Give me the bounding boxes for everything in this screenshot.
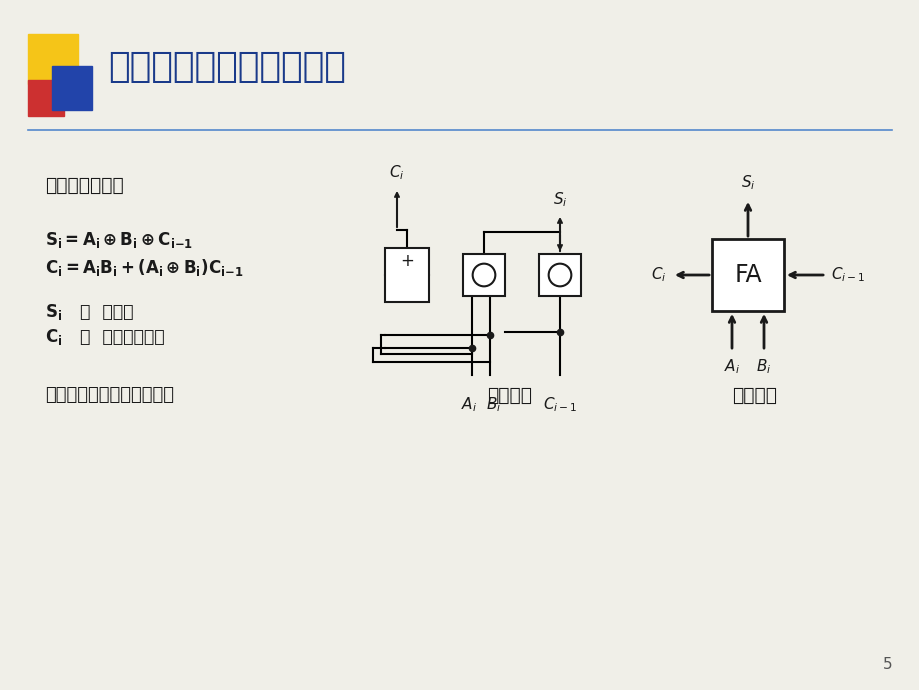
Bar <box>711 239 783 311</box>
Text: $C_{i-1}$: $C_{i-1}$ <box>542 395 576 414</box>
Bar <box>384 248 428 302</box>
Text: $C_i$: $C_i$ <box>651 266 666 284</box>
Text: $\mathbf{S_i=A_i\oplus B_i\oplus C_{i\mathbf{-1}}}$: $\mathbf{S_i=A_i\oplus B_i\oplus C_{i\ma… <box>45 230 193 250</box>
Text: $C_i$: $C_i$ <box>389 164 404 182</box>
Bar <box>28 80 64 116</box>
Bar <box>539 254 581 296</box>
Text: $A_i$: $A_i$ <box>460 395 477 414</box>
Text: 逻辑框图: 逻辑框图 <box>732 386 777 404</box>
Text: ：  本位和: ： 本位和 <box>80 303 133 321</box>
Text: 5: 5 <box>882 657 892 672</box>
Text: FA: FA <box>733 263 761 287</box>
Text: $\mathbf{C_i}$: $\mathbf{C_i}$ <box>45 327 62 347</box>
Text: $S_i$: $S_i$ <box>740 173 754 192</box>
Text: 全加器的逻辑方程和电路: 全加器的逻辑方程和电路 <box>108 50 346 84</box>
Text: 根据真値表得：: 根据真値表得： <box>45 175 124 195</box>
Text: 实现电路: 实现电路 <box>487 386 532 404</box>
Bar <box>52 66 92 110</box>
Text: $B_i$: $B_i$ <box>755 357 771 375</box>
Text: $S_i$: $S_i$ <box>552 190 567 209</box>
Text: ：  向高位的进位: ： 向高位的进位 <box>80 328 165 346</box>
Text: 一个全加器只完成一位加法: 一个全加器只完成一位加法 <box>45 386 174 404</box>
Text: $\mathbf{S_i}$: $\mathbf{S_i}$ <box>45 302 62 322</box>
Text: +: + <box>400 253 414 270</box>
Text: $A_i$: $A_i$ <box>723 357 739 375</box>
Text: $C_{i-1}$: $C_{i-1}$ <box>830 266 865 284</box>
Bar <box>462 254 505 296</box>
Text: $\mathbf{C_i=A_iB_i+(A_i\oplus B_i)C_{i\mathbf{-1}}}$: $\mathbf{C_i=A_iB_i+(A_i\oplus B_i)C_{i\… <box>45 257 244 279</box>
Bar <box>28 34 78 84</box>
Text: $B_i$: $B_i$ <box>486 395 501 414</box>
